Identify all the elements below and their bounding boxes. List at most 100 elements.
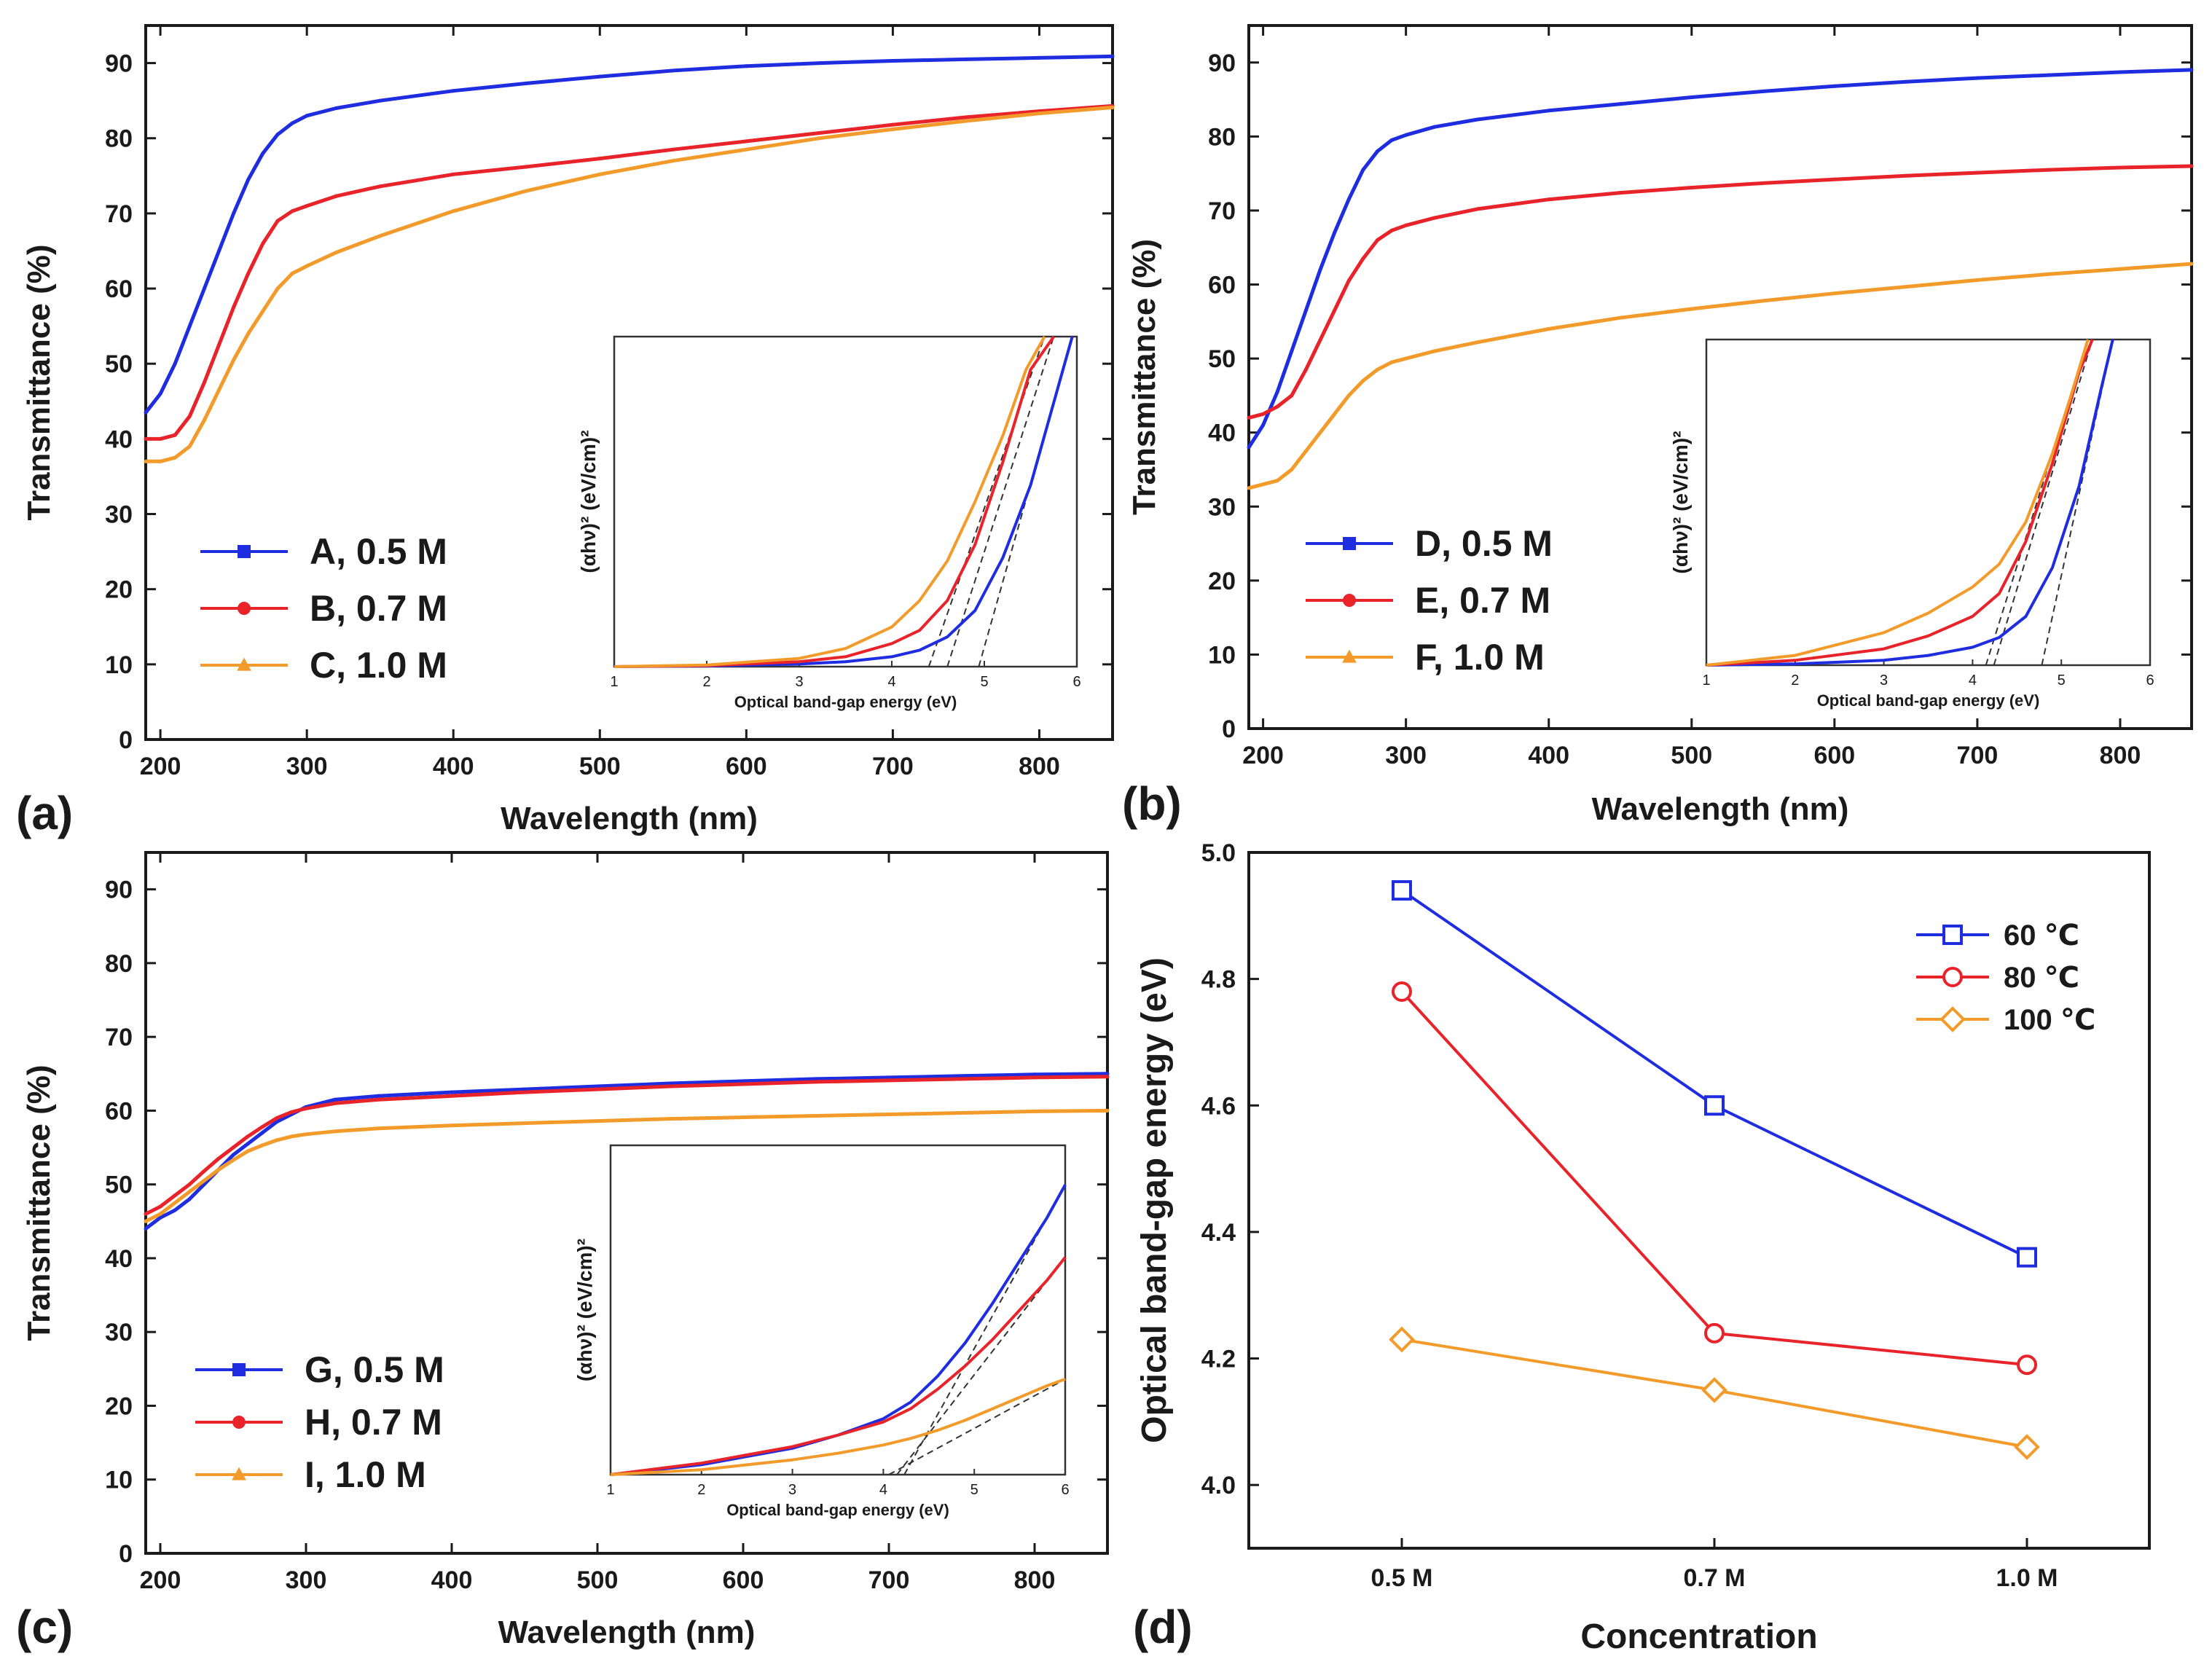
data-point [671, 147, 675, 152]
data-point [1275, 390, 1279, 394]
y-tick-label: 90 [105, 876, 133, 904]
x-tick-label: 500 [1671, 742, 1712, 769]
data-point [173, 1208, 177, 1212]
y-tick-label: 80 [105, 125, 133, 153]
y-tick-label: 10 [105, 651, 133, 679]
data-point [305, 204, 309, 208]
data-point [246, 271, 251, 275]
data-point [231, 1145, 235, 1150]
y-tick-label: 10 [1208, 641, 1236, 669]
data-point [1333, 412, 1337, 416]
inset-y-axis-title: (αhν)² (eV/cm)² [573, 1239, 596, 1381]
legend-marker [238, 602, 251, 615]
y-tick-label: 0 [119, 1540, 133, 1568]
data-point [144, 1226, 148, 1231]
data-point [217, 342, 221, 347]
inset-x-tick-label: 4 [887, 674, 895, 690]
data-point [1975, 170, 1980, 175]
data-point [597, 172, 602, 176]
inset-x-tick-label: 5 [2058, 672, 2066, 689]
y-axis-title: Optical band-gap energy (eV) [1135, 957, 1174, 1443]
legend: D, 0.5 M E, 0.7 M F, 1.0 M [1306, 523, 1553, 678]
data-point [1346, 278, 1351, 283]
data-point [1618, 191, 1623, 195]
legend-label: G, 0.5 M [305, 1349, 444, 1390]
data-point [1361, 379, 1365, 383]
data-point [187, 324, 192, 329]
y-tick-label: 70 [1208, 197, 1236, 225]
data-point [1247, 415, 1251, 420]
data-point [1904, 79, 1908, 84]
inset-y-axis-title: (αhν)² (eV/cm)² [1669, 431, 1692, 573]
data-point [1475, 340, 1480, 345]
data-point [1037, 55, 1041, 60]
data-point [289, 1110, 294, 1114]
data-point [1704, 1322, 1725, 1343]
data-point [275, 1116, 279, 1121]
data-point [260, 1143, 264, 1148]
data-point [334, 251, 338, 255]
data-point [304, 1106, 308, 1110]
data-point [246, 1149, 250, 1153]
inset-x-tick-label: 3 [1880, 672, 1888, 689]
data-point [1346, 197, 1351, 202]
data-point [1037, 111, 1041, 116]
y-tick-label: 4.0 [1201, 1472, 1236, 1499]
legend-label: 80 ℃ [2004, 962, 2079, 994]
x-tick-label: 600 [723, 1566, 764, 1594]
y-axis-title: Transmittance (%) [21, 1065, 57, 1341]
data-point [275, 1138, 279, 1142]
data-point [595, 1119, 600, 1123]
data-point [187, 444, 192, 449]
data-point [522, 1121, 527, 1126]
inset-x-tick-label: 6 [1061, 1482, 1069, 1498]
data-point [378, 184, 383, 189]
series-line-3 [1248, 262, 2192, 490]
y-tick-label: 30 [105, 501, 133, 529]
data-point [1361, 168, 1365, 172]
data-point [246, 177, 251, 181]
data-point [2189, 262, 2194, 266]
legend-marker [1940, 1006, 1966, 1032]
data-point [525, 81, 529, 85]
inset-x-tick-label: 5 [970, 1482, 978, 1498]
data-point [1275, 479, 1279, 483]
plot-frame [1247, 851, 2151, 1550]
data-point [1105, 1075, 1110, 1079]
data-point [2118, 267, 2122, 271]
legend-marker [1342, 649, 1357, 663]
data-point [333, 1101, 337, 1105]
inset-plot: 1 2 3 4 5 6 Optical band-gap energy (eV) (αhν)²… [577, 335, 1081, 711]
x-tick-label: 300 [1385, 742, 1427, 769]
legend: G, 0.5 M H, 0.7 M I, 1.0 M [195, 1349, 444, 1495]
data-point [260, 1131, 264, 1135]
chart-panel-d: 4.0 4.2 4.4 4.6 4.8 5.0 0.5 M 0.7 M 1.0 M Concent… [1133, 839, 2151, 1656]
y-axis-title: Transmittance (%) [1126, 239, 1162, 515]
x-tick-label: 500 [579, 753, 621, 780]
data-point [216, 1156, 221, 1161]
x-tick-label: 0.5 M [1370, 1564, 1432, 1592]
data-point [1389, 360, 1394, 364]
data-point [1701, 1377, 1727, 1403]
x-tick-label: 800 [2100, 742, 2141, 769]
data-point [202, 286, 206, 291]
inset-plot: 1 2 3 4 5 6 Optical band-gap energy (eV) (αhν)²… [573, 1144, 1070, 1519]
data-point [890, 127, 895, 131]
data-point [1303, 367, 1308, 372]
data-point [275, 1120, 279, 1124]
data-point [1333, 230, 1337, 235]
y-tick-label: 40 [105, 425, 133, 453]
data-point [525, 189, 529, 193]
legend-marker [238, 545, 251, 558]
data-point [187, 1197, 192, 1201]
chart-panel-b: 0 10 20 30 40 50 60 70 80 90 200 300 400 500 600 700 800… [1122, 24, 2194, 830]
data-point [2047, 168, 2051, 172]
data-point [2189, 68, 2194, 72]
data-point [814, 1114, 818, 1118]
inset-y-axis-title: (αhν)² (eV/cm)² [577, 430, 600, 573]
x-tick-label: 1.0 M [1996, 1564, 2058, 1592]
y-tick-label: 20 [105, 1392, 133, 1420]
data-point [2118, 70, 2122, 74]
data-point [1832, 177, 1837, 181]
